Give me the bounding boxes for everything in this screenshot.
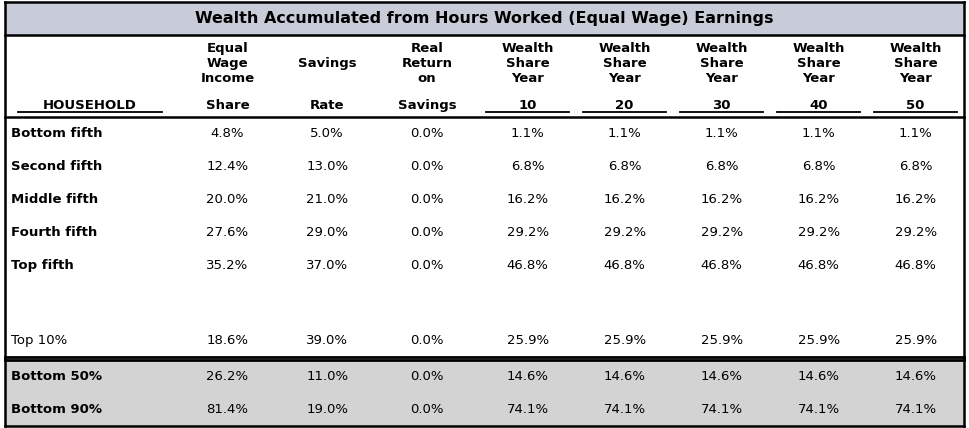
Text: Fourth fifth: Fourth fifth [11,226,97,239]
Text: 29.2%: 29.2% [701,226,742,239]
Text: 1.1%: 1.1% [704,127,738,140]
Text: 46.8%: 46.8% [797,259,839,272]
Text: 29.2%: 29.2% [604,226,645,239]
Bar [5,357,964,360]
Text: 50: 50 [906,99,924,112]
Bar [5,2,964,35]
Text: 16.2%: 16.2% [797,193,840,206]
Text: 16.2%: 16.2% [894,193,937,206]
Text: 0.0%: 0.0% [410,259,444,272]
Text: Wealth
Share
Year: Wealth Share Year [696,42,748,85]
Text: 19.0%: 19.0% [306,403,348,416]
Text: 46.8%: 46.8% [604,259,645,272]
Text: 29.2%: 29.2% [894,226,937,239]
Text: 35.2%: 35.2% [206,259,249,272]
Text: Wealth
Share
Year: Wealth Share Year [890,42,942,85]
Text: 14.6%: 14.6% [701,370,742,383]
Text: 74.1%: 74.1% [604,403,645,416]
Text: Bottom 50%: Bottom 50% [11,370,102,383]
Text: 81.4%: 81.4% [206,403,248,416]
Text: 14.6%: 14.6% [507,370,548,383]
Text: 40: 40 [809,99,828,112]
Bar [5,360,964,393]
Text: Rate: Rate [310,99,344,112]
Text: 18.6%: 18.6% [206,335,248,348]
Text: 0.0%: 0.0% [410,370,444,383]
Text: 5.0%: 5.0% [310,127,344,140]
Text: 26.2%: 26.2% [206,370,248,383]
Text: Share: Share [205,99,249,112]
Text: 12.4%: 12.4% [206,160,248,173]
Text: 6.8%: 6.8% [608,160,641,173]
Text: 16.2%: 16.2% [701,193,742,206]
Text: 20.0%: 20.0% [206,193,248,206]
Text: 0.0%: 0.0% [410,403,444,416]
Text: 0.0%: 0.0% [410,160,444,173]
Text: 4.8%: 4.8% [210,127,244,140]
Text: 6.8%: 6.8% [704,160,738,173]
Text: 14.6%: 14.6% [797,370,840,383]
Text: 46.8%: 46.8% [894,259,937,272]
Text: 74.1%: 74.1% [894,403,937,416]
Text: 25.9%: 25.9% [701,335,742,348]
Text: 74.1%: 74.1% [507,403,548,416]
Text: 6.8%: 6.8% [802,160,835,173]
Text: 29.2%: 29.2% [507,226,548,239]
Text: Top 10%: Top 10% [11,335,67,348]
Text: 1.1%: 1.1% [608,127,641,140]
Text: Real
Return
on: Real Return on [401,42,453,85]
Text: 0.0%: 0.0% [410,335,444,348]
Text: 25.9%: 25.9% [507,335,548,348]
Text: 13.0%: 13.0% [306,160,348,173]
Text: 0.0%: 0.0% [410,226,444,239]
Text: 25.9%: 25.9% [894,335,937,348]
Text: 74.1%: 74.1% [797,403,840,416]
Text: Second fifth: Second fifth [11,160,102,173]
Text: 6.8%: 6.8% [899,160,932,173]
Text: Wealth
Share
Year: Wealth Share Year [501,42,554,85]
Text: 16.2%: 16.2% [604,193,645,206]
Text: 6.8%: 6.8% [511,160,545,173]
Text: 14.6%: 14.6% [604,370,645,383]
Text: 29.2%: 29.2% [797,226,840,239]
Text: 46.8%: 46.8% [701,259,742,272]
Text: 20: 20 [615,99,634,112]
Text: 14.6%: 14.6% [894,370,937,383]
Bar [5,393,964,426]
Text: Wealth Accumulated from Hours Worked (Equal Wage) Earnings: Wealth Accumulated from Hours Worked (Eq… [195,11,774,26]
Text: 30: 30 [712,99,731,112]
Text: Bottom fifth: Bottom fifth [11,127,102,140]
Text: Savings: Savings [297,57,357,70]
Text: Middle fifth: Middle fifth [11,193,98,206]
Text: 21.0%: 21.0% [306,193,348,206]
Text: 1.1%: 1.1% [511,127,545,140]
Text: Wealth
Share
Year: Wealth Share Year [599,42,651,85]
Text: 39.0%: 39.0% [306,335,348,348]
Text: 1.1%: 1.1% [899,127,932,140]
Text: 46.8%: 46.8% [507,259,548,272]
Text: Top fifth: Top fifth [11,259,74,272]
Text: Savings: Savings [397,99,456,112]
Text: 74.1%: 74.1% [701,403,742,416]
Text: HOUSEHOLD: HOUSEHOLD [43,99,137,112]
Text: 29.0%: 29.0% [306,226,348,239]
Text: 16.2%: 16.2% [507,193,548,206]
Text: 25.9%: 25.9% [797,335,840,348]
Text: 10: 10 [518,99,537,112]
Text: 37.0%: 37.0% [306,259,348,272]
Text: Bottom 90%: Bottom 90% [11,403,102,416]
Text: 25.9%: 25.9% [604,335,645,348]
Text: Equal
Wage
Income: Equal Wage Income [201,42,255,85]
Text: 1.1%: 1.1% [801,127,835,140]
Text: 11.0%: 11.0% [306,370,348,383]
Text: 27.6%: 27.6% [206,226,248,239]
Text: Wealth
Share
Year: Wealth Share Year [793,42,845,85]
Text: 0.0%: 0.0% [410,193,444,206]
Text: 0.0%: 0.0% [410,127,444,140]
